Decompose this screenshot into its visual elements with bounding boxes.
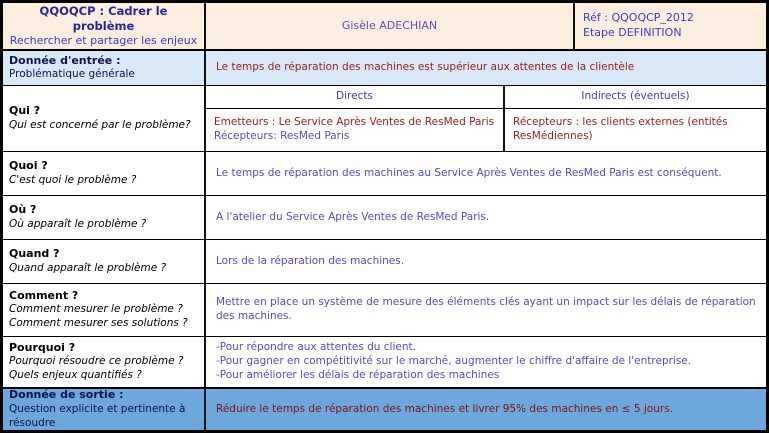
pourquoi-answer-3: -Pour améliorer les délais de réparation… bbox=[216, 368, 500, 381]
directs-emitters: Emetteurs : Le Service Après Ventes de R… bbox=[214, 116, 495, 129]
input-data-row: Donnée d'entrée : Problématique générale… bbox=[3, 49, 766, 85]
comment-question-1: Comment mesurer le problème ? bbox=[9, 303, 183, 316]
ou-question: Où apparaît le problème ? bbox=[9, 217, 147, 230]
indirects-header: Indirects (éventuels) bbox=[581, 90, 690, 103]
ou-label: Où ? bbox=[9, 203, 37, 217]
pourquoi-answer-1: -Pour répondre aux attentes du client. bbox=[216, 341, 416, 354]
form-title: QQOQCP : Cadrer le problème bbox=[39, 3, 168, 33]
row-quand: Quand ? Quand apparaît le problème ? Lor… bbox=[3, 239, 766, 283]
row-ou: Où ? Où apparaît le problème ? A l'ateli… bbox=[3, 195, 766, 239]
input-label-cell: Donnée d'entrée : Problématique générale bbox=[3, 51, 206, 85]
quoi-label: Quoi ? bbox=[9, 159, 48, 173]
pourquoi-answers: -Pour répondre aux attentes du client. -… bbox=[206, 337, 766, 387]
quand-answer: Lors de la réparation des machines. bbox=[216, 254, 405, 267]
qui-answers: Emetteurs : Le Service Après Ventes de R… bbox=[206, 109, 766, 151]
title-cell: QQOQCP : Cadrer le problème Rechercher e… bbox=[3, 3, 206, 49]
pourquoi-question-2: Quels enjeux quantifiés ? bbox=[9, 369, 142, 382]
comment-label-cell: Comment ? Comment mesurer le problème ? … bbox=[3, 284, 206, 336]
comment-answer: Mettre en place un système de mesure des… bbox=[216, 296, 756, 322]
quoi-question: C'est quoi le problème ? bbox=[9, 173, 137, 186]
qui-label: Qui ? bbox=[9, 104, 41, 118]
qui-label-cell: Qui ? Qui est concerné par le problème? bbox=[3, 86, 206, 151]
row-comment: Comment ? Comment mesurer le problème ? … bbox=[3, 283, 766, 336]
directs-header: Directs bbox=[206, 86, 505, 108]
directs-answer-cell: Emetteurs : Le Service Après Ventes de R… bbox=[206, 109, 505, 151]
ou-answer: A l'atelier du Service Après Ventes de R… bbox=[216, 210, 490, 223]
quand-label: Quand ? bbox=[9, 247, 60, 261]
input-label: Donnée d'entrée : bbox=[9, 53, 121, 67]
qui-column-headers: Directs Indirects (éventuels) bbox=[206, 86, 766, 109]
quand-question: Quand apparaît le problème ? bbox=[9, 261, 167, 274]
reference-number: Réf : QQOQCP_2012 bbox=[583, 11, 694, 25]
directs-receivers: Récepteurs: ResMed Paris bbox=[214, 130, 350, 142]
form-subtitle: Rechercher et partager les enjeux bbox=[9, 33, 198, 47]
row-quoi: Quoi ? C'est quoi le problème ? Le temps… bbox=[3, 151, 766, 195]
output-sublabel: Question explicite et pertinente à résou… bbox=[9, 402, 186, 429]
quand-label-cell: Quand ? Quand apparaît le problème ? bbox=[3, 240, 206, 283]
indirects-answer: Récepteurs : les clients externes (entit… bbox=[513, 116, 728, 142]
qui-answer-grid: Directs Indirects (éventuels) Emetteurs … bbox=[206, 86, 766, 151]
row-qui: Qui ? Qui est concerné par le problème? … bbox=[3, 85, 766, 151]
input-sublabel: Problématique générale bbox=[9, 68, 135, 81]
comment-label: Comment ? bbox=[9, 288, 79, 302]
author-name: Gisèle ADECHIAN bbox=[341, 18, 438, 32]
pourquoi-label-cell: Pourquoi ? Pourquoi résoudre ce problème… bbox=[3, 337, 206, 387]
ou-label-cell: Où ? Où apparaît le problème ? bbox=[3, 196, 206, 239]
comment-question-2: Comment mesurer ses solutions ? bbox=[9, 317, 188, 330]
pourquoi-label: Pourquoi ? bbox=[9, 340, 76, 354]
quoi-label-cell: Quoi ? C'est quoi le problème ? bbox=[3, 152, 206, 195]
stage-label: Etape DEFINITION bbox=[583, 26, 682, 39]
output-label: Donnée de sortie : bbox=[9, 388, 124, 402]
reference-cell: Réf : QQOQCP_2012 Etape DEFINITION bbox=[575, 3, 766, 49]
pourquoi-answer-2: -Pour gagner en compétitivité sur le mar… bbox=[216, 355, 692, 368]
header-row: QQOQCP : Cadrer le problème Rechercher e… bbox=[3, 3, 766, 49]
author-cell: Gisèle ADECHIAN bbox=[206, 3, 575, 49]
quoi-answer: Le temps de réparation des machines au S… bbox=[216, 166, 722, 179]
qui-question: Qui est concerné par le problème? bbox=[9, 118, 191, 131]
output-answer: Réduire le temps de réparation des machi… bbox=[216, 402, 674, 415]
row-pourquoi: Pourquoi ? Pourquoi résoudre ce problème… bbox=[3, 336, 766, 387]
output-label-cell: Donnée de sortie : Question explicite et… bbox=[3, 388, 206, 430]
pourquoi-question-1: Pourquoi résoudre ce problème ? bbox=[9, 355, 184, 368]
output-data-row: Donnée de sortie : Question explicite et… bbox=[3, 387, 766, 430]
input-answer: Le temps de réparation des machines est … bbox=[216, 61, 635, 74]
